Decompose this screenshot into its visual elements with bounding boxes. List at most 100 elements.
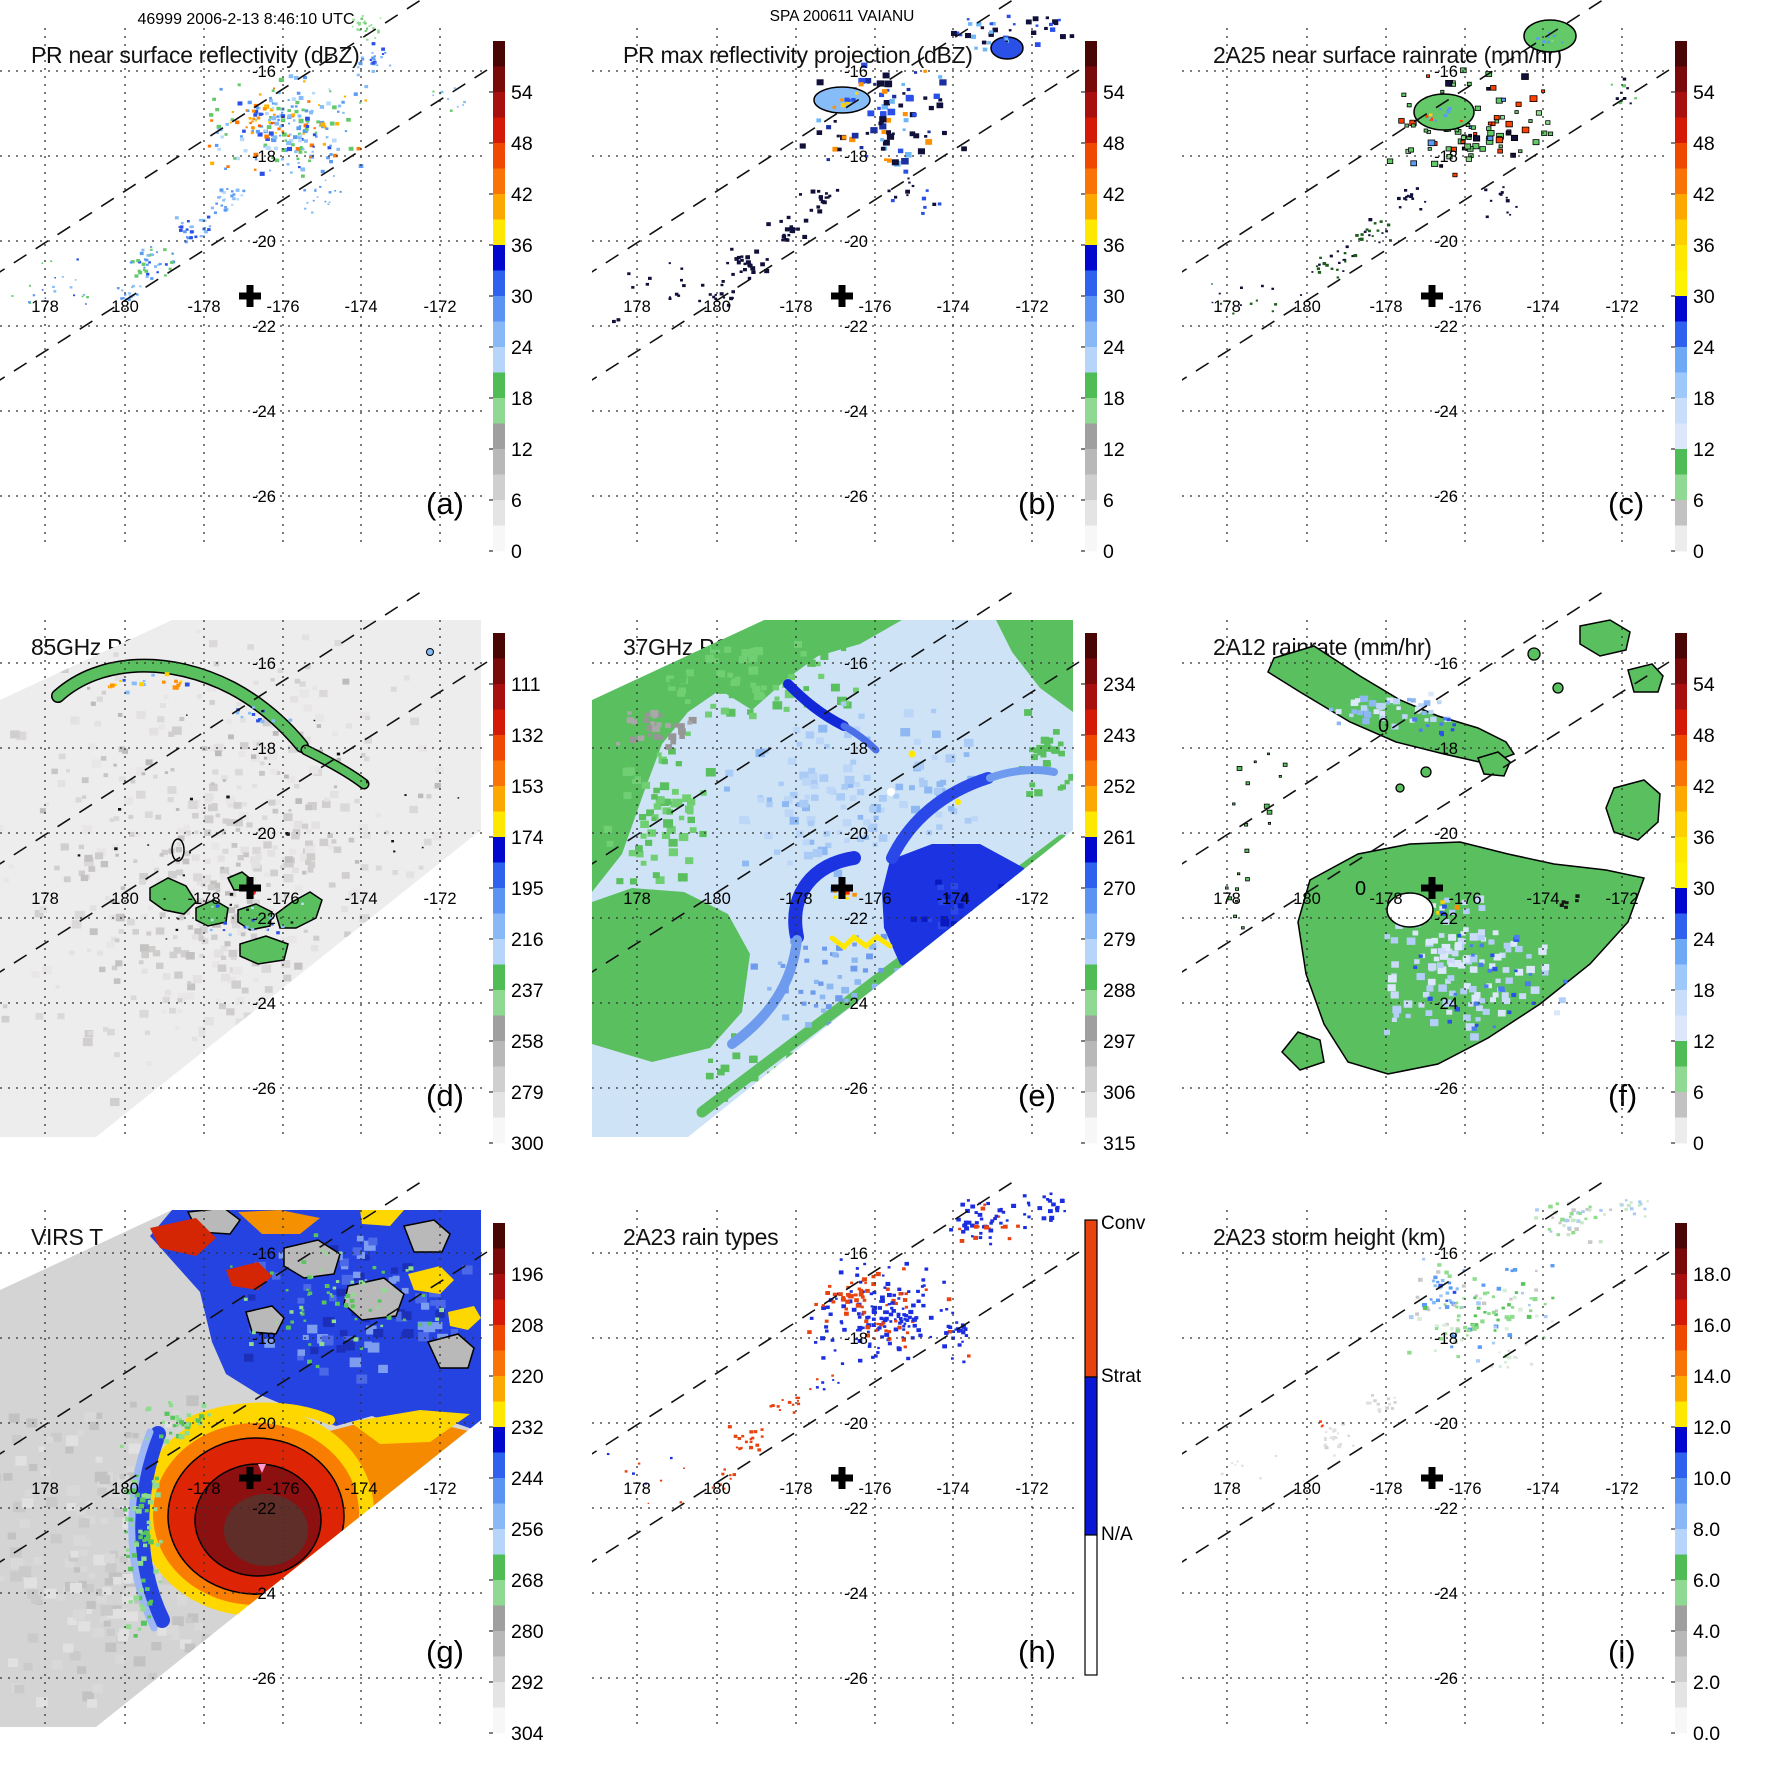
latitude-labels: -16 -18 -20 -22 -24 -26: [1434, 63, 1458, 506]
svg-text:-22: -22: [252, 318, 276, 336]
latitude-labels: -16 -18 -20 -22 -24 -26: [252, 655, 276, 1098]
storm-center-cross: [239, 877, 261, 899]
svg-text:-176: -176: [266, 890, 299, 908]
svg-text:12: 12: [1103, 439, 1125, 461]
svg-text:232: 232: [511, 1417, 544, 1439]
svg-text:234: 234: [1103, 674, 1136, 696]
swath-edge-lines: [592, 1182, 1080, 1563]
svg-text:48: 48: [1693, 725, 1715, 747]
svg-text:-18: -18: [1434, 1330, 1458, 1348]
colorbar-g: 196 208 220 232 244 256 268 280 292 304: [489, 1223, 544, 1745]
colorbar-f: 54 48 42 36 30 24 18 12 6 0: [1671, 633, 1715, 1155]
svg-text:0: 0: [1103, 541, 1114, 563]
svg-text:4.0: 4.0: [1693, 1621, 1720, 1643]
panel-a-title: PR near surface reflectivity (dBZ): [31, 42, 360, 68]
panel-d-map: 178 180 -178 -176 -174 -172 -16 -18 -20 -22 -24 -26…: [0, 592, 544, 1155]
svg-text:-176: -176: [266, 1480, 299, 1498]
svg-text:6: 6: [1103, 490, 1114, 512]
svg-text:-20: -20: [1434, 233, 1458, 251]
svg-text:-172: -172: [1015, 890, 1048, 908]
svg-text:-20: -20: [1434, 825, 1458, 843]
svg-text:-174: -174: [936, 1480, 969, 1498]
svg-text:244: 244: [511, 1468, 544, 1490]
svg-text:-176: -176: [858, 1480, 891, 1498]
panel-d-letter: (d): [426, 1078, 464, 1113]
panel-b-data: [612, 14, 1075, 324]
svg-text:180: 180: [1293, 1480, 1321, 1498]
latitude-labels: -16 -18 -20 -22 -24 -26: [252, 1245, 276, 1688]
colorbar-label: Conv: [1101, 1213, 1146, 1234]
svg-text:-18: -18: [844, 148, 868, 166]
panel-e-map: 178 180 -178 -176 -174 -172 -16 -18 -20 -22 -24 -26…: [592, 592, 1136, 1155]
svg-text:24: 24: [511, 337, 533, 359]
svg-text:174: 174: [511, 827, 544, 849]
svg-text:252: 252: [1103, 776, 1136, 798]
svg-text:54: 54: [1693, 674, 1715, 696]
svg-text:36: 36: [1103, 235, 1125, 257]
panel-i-data: [1220, 1199, 1649, 1482]
svg-text:-22: -22: [844, 1500, 868, 1518]
svg-text:54: 54: [1693, 82, 1715, 104]
svg-text:268: 268: [511, 1570, 544, 1592]
svg-text:178: 178: [623, 298, 651, 316]
longitude-labels: 178 180 -178 -176 -174 -172: [1213, 1480, 1638, 1498]
svg-text:-174: -174: [344, 890, 377, 908]
svg-text:0: 0: [1355, 878, 1366, 900]
svg-text:12: 12: [1693, 439, 1715, 461]
svg-text:-20: -20: [252, 825, 276, 843]
svg-text:132: 132: [511, 725, 544, 747]
svg-text:180: 180: [703, 890, 731, 908]
svg-text:-20: -20: [1434, 1415, 1458, 1433]
svg-text:178: 178: [623, 1480, 651, 1498]
svg-text:237: 237: [511, 980, 544, 1002]
svg-text:-22: -22: [1434, 318, 1458, 336]
svg-text:-20: -20: [844, 1415, 868, 1433]
svg-text:-176: -176: [858, 298, 891, 316]
panel-g-letter: (g): [426, 1634, 464, 1669]
svg-text:12.0: 12.0: [1693, 1417, 1731, 1439]
longitude-labels: 178 180 -178 -176 -174 -172: [31, 298, 456, 316]
swath-edge-lines: [592, 0, 1080, 381]
svg-text:180: 180: [703, 1480, 731, 1498]
svg-text:280: 280: [511, 1621, 544, 1643]
colorbar-a: 54 48 42 36 30 24 18 12 6 0: [489, 41, 533, 563]
svg-text:-18: -18: [252, 1330, 276, 1348]
svg-text:-16: -16: [252, 1245, 276, 1263]
svg-text:-26: -26: [252, 1670, 276, 1688]
graticule: [592, 1210, 1075, 1730]
graticule: [0, 620, 483, 1140]
panel-e-letter: (e): [1018, 1078, 1056, 1113]
svg-text:-16: -16: [844, 655, 868, 673]
longitude-labels: 178 180 -178 -176 -174 -172: [31, 890, 456, 908]
longitude-labels: 178 180 -178 -176 -174 -172: [623, 298, 1048, 316]
storm-center-cross: [831, 1467, 853, 1489]
svg-text:-26: -26: [252, 488, 276, 506]
svg-text:-22: -22: [252, 910, 276, 928]
svg-text:54: 54: [511, 82, 533, 104]
svg-text:195: 195: [511, 878, 544, 900]
svg-text:10.0: 10.0: [1693, 1468, 1731, 1490]
panel-i-map: 178 180 -178 -176 -174 -172 -16 -18 -20 -22 -24 -26…: [1182, 1182, 1731, 1745]
svg-text:-172: -172: [1015, 298, 1048, 316]
panel-h-title: 2A23 rain types: [623, 1224, 779, 1250]
swath-edge-lines: [0, 592, 488, 973]
svg-text:0.0: 0.0: [1693, 1723, 1720, 1745]
panel-c-data: [1211, 19, 1637, 315]
colorbar-d: 111 132 153 174 195 216 237 258 279 300: [489, 633, 544, 1155]
svg-text:-178: -178: [1369, 298, 1402, 316]
colorbar-label: Strat: [1101, 1366, 1142, 1387]
svg-text:-16: -16: [252, 655, 276, 673]
svg-text:-24: -24: [1434, 1585, 1458, 1603]
svg-text:111: 111: [511, 674, 541, 696]
swath-edge-lines: [1182, 0, 1670, 381]
svg-text:6: 6: [1693, 1082, 1704, 1104]
svg-text:-26: -26: [252, 1080, 276, 1098]
graticule: [592, 620, 1075, 1140]
svg-text:36: 36: [1693, 235, 1715, 257]
svg-text:315: 315: [1103, 1133, 1136, 1155]
svg-text:30: 30: [1693, 286, 1715, 308]
svg-text:-178: -178: [779, 298, 812, 316]
swath-edge-lines: [1182, 1182, 1670, 1563]
panel-c-letter: (c): [1608, 486, 1645, 521]
svg-text:-22: -22: [252, 1500, 276, 1518]
